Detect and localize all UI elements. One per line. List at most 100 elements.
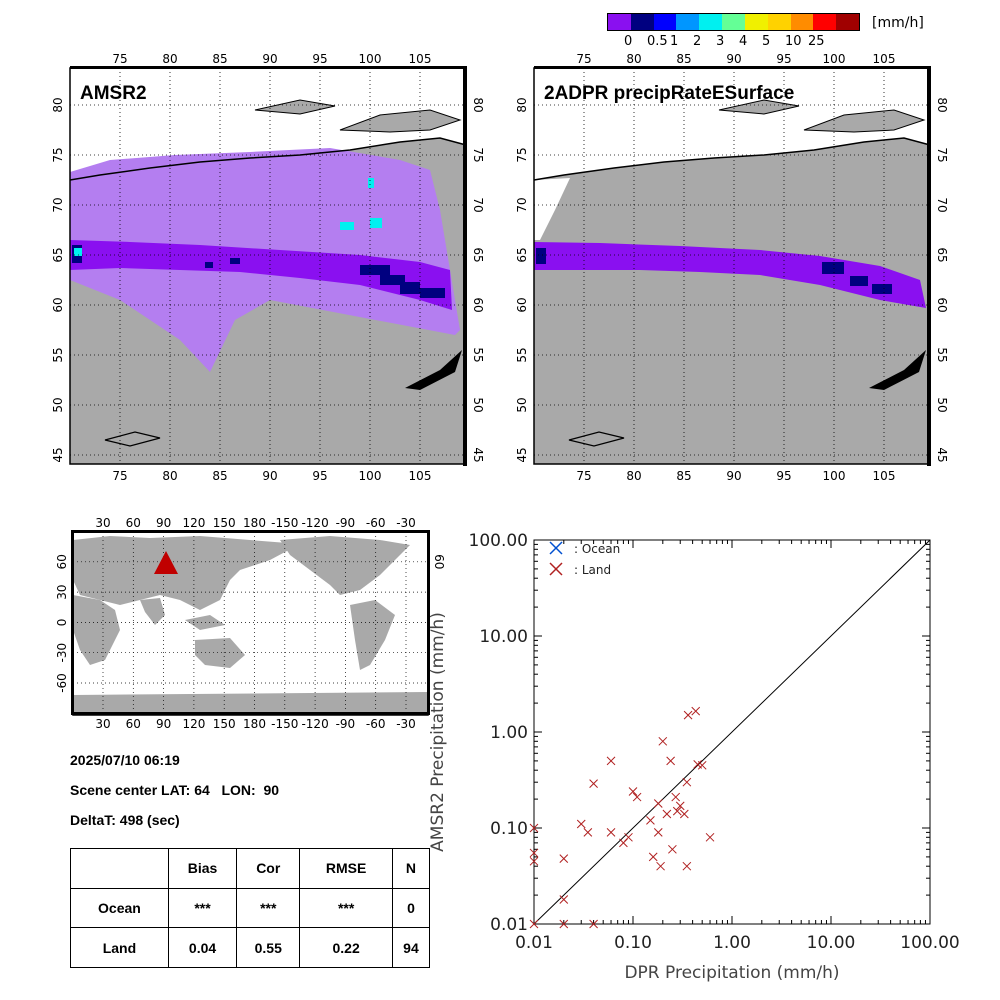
- scatter-point: [583, 828, 593, 837]
- lat-label: 55: [515, 347, 529, 362]
- stats-cell: 94: [391, 927, 431, 968]
- island: [339, 109, 462, 133]
- scatter-point: [576, 819, 586, 829]
- x-tick-label: 1.00: [713, 933, 751, 953]
- stats-row-ocean: Ocean *** *** *** 0: [70, 887, 431, 929]
- world-lon-label: -30: [396, 717, 416, 731]
- x-tick-label: 100.00: [900, 933, 959, 953]
- lat-label: 60: [471, 297, 485, 312]
- one-to-one-line: [533, 539, 931, 925]
- lon-label: 90: [726, 469, 741, 483]
- colorbar-segment: [813, 14, 837, 30]
- scatter-point: [658, 736, 668, 746]
- amsr2-map: [69, 66, 467, 466]
- lat-label: 65: [51, 247, 65, 262]
- lon-label: 85: [212, 52, 227, 66]
- colorbar-tick-label: 2: [693, 34, 702, 49]
- lat-label: 70: [935, 197, 949, 212]
- lon-label: 100: [823, 52, 846, 66]
- stats-table: Bias Cor RMSE N Ocean *** *** *** 0 Land…: [70, 848, 431, 968]
- colorbar-segment: [653, 14, 677, 30]
- stats-cell: ***: [299, 887, 393, 929]
- lake: [104, 431, 161, 447]
- world-lon-label: 30: [95, 717, 110, 731]
- world-lon-label: 120: [182, 717, 205, 731]
- lat-label: 80: [51, 97, 65, 112]
- world-map: 303060609090120120150150180180-150-150-1…: [55, 516, 446, 731]
- island: [254, 99, 336, 115]
- lon-label: 80: [626, 469, 641, 483]
- colorbar-tick-label: 4: [739, 34, 748, 49]
- colorbar-tick-label: 10: [785, 34, 802, 49]
- scene-datetime: 2025/07/10 06:19: [70, 752, 180, 768]
- lat-label: 55: [51, 347, 65, 362]
- rain-band: [534, 242, 926, 308]
- lat-label: 65: [935, 247, 949, 262]
- scatter-point: [559, 919, 569, 929]
- scatter-point: [672, 806, 682, 816]
- lat-label: 70: [51, 197, 65, 212]
- lat-label: 80: [515, 97, 529, 112]
- stats-header-row: Bias Cor RMSE N: [70, 848, 431, 889]
- lon-label: 90: [262, 52, 277, 66]
- lon-label: 75: [112, 52, 127, 66]
- scatter-point: [666, 756, 675, 766]
- lat-label: 45: [51, 447, 65, 462]
- lon-label: 75: [576, 469, 591, 483]
- colorbar-segment: [676, 14, 700, 30]
- scatter-point: [589, 779, 598, 788]
- world-lon-label: -60: [366, 516, 386, 530]
- arctic-ocean: [534, 68, 930, 180]
- lat-label: 75: [515, 147, 529, 162]
- world-lon-label: 180: [243, 717, 266, 731]
- lat-label: 80: [935, 97, 949, 112]
- lat-label: 50: [51, 397, 65, 412]
- colorbar-segment: [744, 14, 768, 30]
- dpr-title: 2ADPR precipRateESurface: [544, 83, 795, 104]
- heavy-rain: [536, 248, 892, 294]
- world-lon-label: -90: [336, 717, 356, 731]
- scatter-point: [679, 809, 689, 819]
- scatter-point: [693, 760, 703, 769]
- scatter-ticks: 0.010.01 0.10 0.10 1.00 1.00 10.00 10.00 100.00…: [469, 531, 960, 953]
- scatter-point: [653, 828, 663, 837]
- lon-label: 75: [112, 469, 127, 483]
- x-axis-label: DPR Precipitation (mm/h): [624, 963, 839, 983]
- scatter-point: [691, 706, 701, 716]
- colorbar-segment: [836, 14, 859, 30]
- world-axis-labels: 303060609090120120150150180180-150-150-1…: [55, 516, 446, 731]
- world-lat-label: -60: [55, 673, 69, 693]
- scatter-point: [668, 844, 677, 854]
- legend-item: : Land: [549, 562, 611, 577]
- lon-label: 90: [262, 469, 277, 483]
- scatter-point: [559, 854, 569, 863]
- colorbar-tick-label: 0.5: [647, 34, 668, 49]
- rain-band: [70, 240, 452, 310]
- island: [718, 99, 800, 115]
- lon-label: 105: [873, 469, 896, 483]
- x-tick-label: 0.10: [614, 933, 652, 953]
- stats-header-cell: RMSE: [299, 848, 393, 889]
- scatter-point: [653, 799, 663, 808]
- lon-label: 105: [873, 52, 896, 66]
- lon-label: 100: [359, 469, 382, 483]
- legend-label: : Ocean: [574, 542, 620, 556]
- world-lon-label: -150: [271, 717, 298, 731]
- regional-maps: 75 75 80 80 85 85 90 90 95 95 100 100 105 105 45 45 50 50…: [51, 52, 949, 483]
- colorbar-tick-label: 25: [808, 34, 825, 49]
- scatter-point: [697, 760, 707, 770]
- lon-label: 90: [726, 52, 741, 66]
- world-lat-label: -30: [55, 643, 69, 663]
- lat-label: 70: [515, 197, 529, 212]
- scatter-point: [632, 792, 642, 802]
- lon-label: 85: [676, 52, 691, 66]
- island: [803, 109, 926, 133]
- lat-label: 45: [471, 447, 485, 462]
- world-lon-label: -60: [366, 717, 386, 731]
- world-grid: [73, 532, 428, 715]
- scene-center: Scene center LAT: 64 LON: 90: [70, 782, 280, 798]
- lon-label: 95: [312, 469, 327, 483]
- colorbar-unit: [mm/h]: [872, 15, 924, 31]
- scatter-point: [682, 777, 692, 787]
- stats-row-land: Land 0.04 0.55 0.22 94: [70, 927, 431, 968]
